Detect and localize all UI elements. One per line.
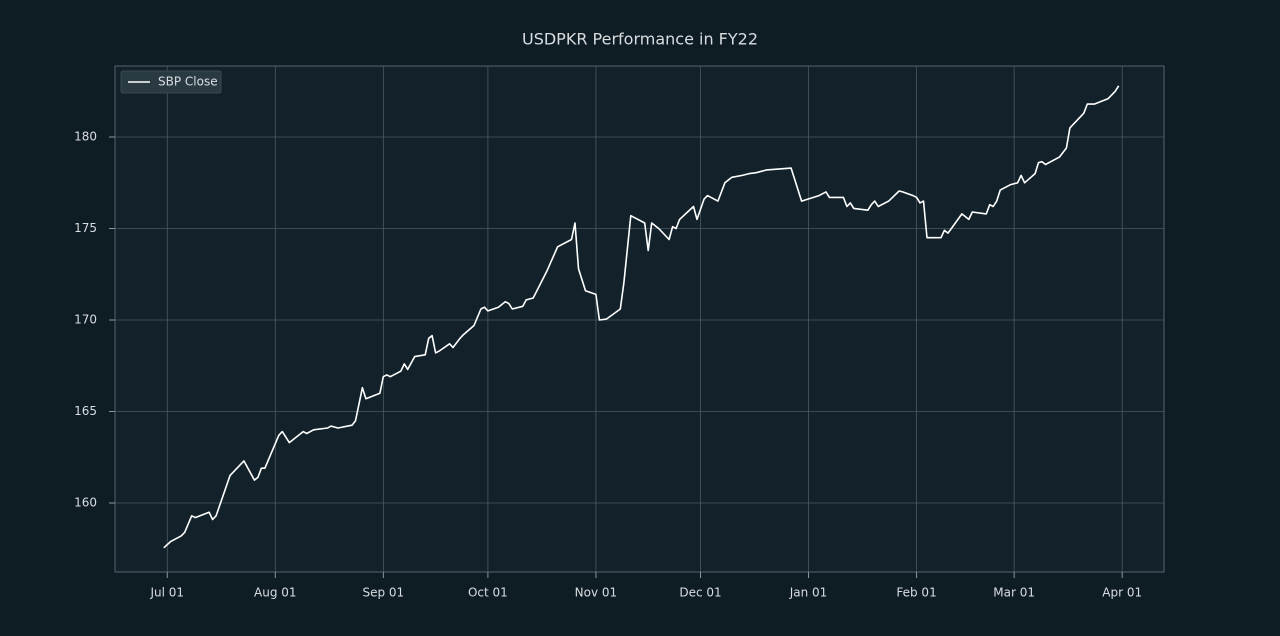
y-tick-label: 180 <box>74 130 97 144</box>
legend-box <box>120 70 222 94</box>
x-tick-label: Nov 01 <box>575 586 618 600</box>
x-tick-label: Aug 01 <box>254 586 297 600</box>
x-tick-label: Jul 01 <box>149 586 184 600</box>
x-tick-label: Sep 01 <box>362 586 404 600</box>
x-tick-label: Feb 01 <box>896 586 936 600</box>
y-tick-label: 160 <box>74 496 97 510</box>
chart-title: USDPKR Performance in FY22 <box>522 30 758 49</box>
y-tick-label: 170 <box>74 313 97 327</box>
legend-label: SBP Close <box>158 75 218 89</box>
x-tick-label: Jan 01 <box>789 586 828 600</box>
plot-area <box>114 65 1165 573</box>
series-line <box>163 85 1120 549</box>
x-tick-label: Oct 01 <box>468 586 508 600</box>
y-tick-label: 165 <box>74 404 97 418</box>
y-tick-label: 175 <box>74 221 97 235</box>
x-tick-label: Apr 01 <box>1102 586 1142 600</box>
x-tick-label: Mar 01 <box>993 586 1035 600</box>
x-tick-label: Dec 01 <box>679 586 721 600</box>
